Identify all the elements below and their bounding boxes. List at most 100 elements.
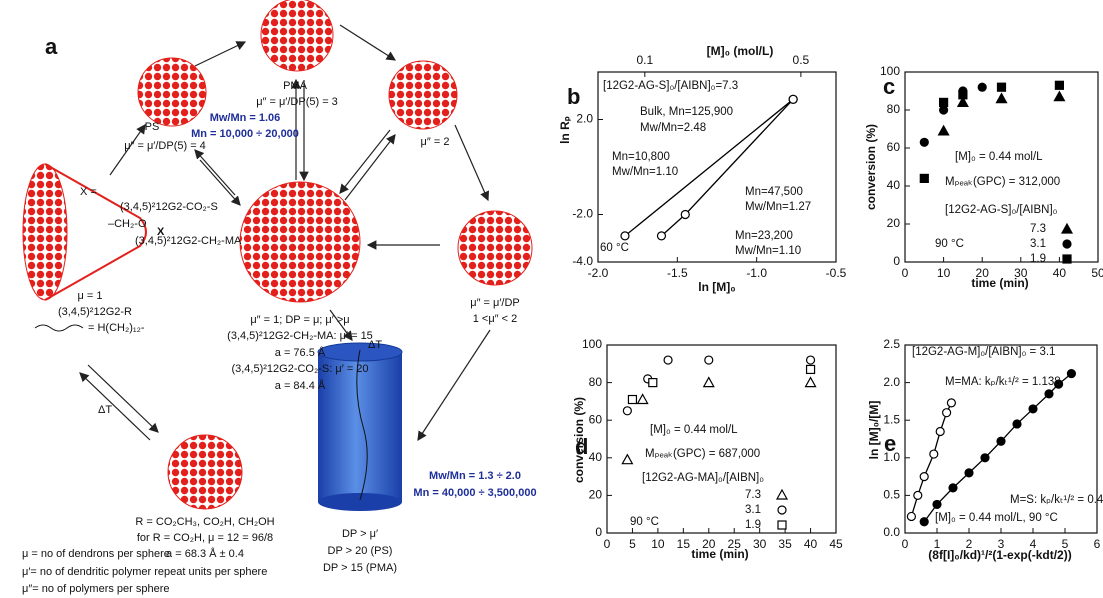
y-tick-label: 0.5 — [883, 488, 900, 502]
panel-label: a — [45, 34, 58, 59]
marker — [1013, 420, 1021, 428]
label: μ″ = 1; DP = μ; μ′ >μ — [250, 314, 349, 326]
annotation: Mw/Mn=1.10 — [612, 166, 678, 178]
y-tick-label: 60 — [887, 140, 901, 154]
y-tick-label: 0.0 — [883, 525, 900, 539]
note: μ′= no of dendritic polymer repeat units… — [22, 566, 267, 578]
label: (3,4,5)²12G2-CO₂-S — [120, 201, 218, 213]
y-tick-label: 100 — [880, 64, 900, 78]
label: –CH₂-O — [108, 218, 147, 230]
panel-a: a PS μ″ = μ′/DP(5) = 4 PMA μ″ = μ′/DP(5)… — [22, 0, 537, 595]
y-axis-title: conversion (%) — [572, 397, 586, 483]
legend-marker — [777, 490, 787, 499]
figure: a PS μ″ = μ′/DP(5) = 4 PMA μ″ = μ′/DP(5)… — [0, 0, 1103, 598]
x-tick-label: 20 — [976, 266, 990, 280]
marker — [920, 473, 928, 481]
marker — [933, 500, 941, 508]
marker — [705, 356, 713, 364]
x-tick-label: 40 — [1053, 266, 1067, 280]
annotation: Mₚₑₐₖ(GPC) = 312,000 — [945, 176, 1060, 188]
marker — [621, 232, 629, 240]
arrow — [345, 135, 395, 200]
label: PMA — [283, 80, 308, 92]
marker — [936, 427, 944, 435]
label: DP > μ′ — [342, 528, 378, 540]
y-tick-label: 0 — [893, 254, 900, 268]
marker — [807, 356, 815, 364]
legend-title: [12G2-AG-MA]₀/[AIBN]₀ — [642, 472, 764, 484]
y-tick-label: 1.0 — [883, 450, 900, 464]
marker — [807, 365, 815, 373]
annotation: Mn=10,800 — [612, 151, 670, 163]
label: Mn = 10,000 ÷ 20,000 — [191, 128, 299, 140]
annotation: Mₚₑₐₖ(GPC) = 687,000 — [645, 448, 760, 460]
label: ΔT — [98, 404, 112, 416]
annotation: M=S: kₚ/kₜ¹/² = 0.408 — [1010, 494, 1103, 506]
y-tick-label: 40 — [887, 178, 901, 192]
x-tick-label: 4 — [1030, 537, 1037, 551]
annotation: Bulk, Mn=125,900 — [640, 106, 733, 118]
arrow — [455, 125, 488, 200]
marker — [657, 232, 665, 240]
x-tick-label: 10 — [651, 537, 665, 551]
marker — [959, 91, 967, 99]
label: a = 76.5 Å — [275, 346, 326, 359]
y-axis-title: ln [M]₀/[M] — [867, 401, 881, 460]
y-tick-label: 60 — [589, 412, 603, 426]
x2-tick-label: 0.5 — [793, 53, 810, 67]
legend-label: 7.3 — [745, 489, 761, 501]
annotation: [M]₀ = 0.44 mol/L — [650, 424, 738, 436]
x-tick-label: 40 — [804, 537, 818, 551]
arrow — [200, 160, 240, 205]
marker — [998, 83, 1006, 91]
marker — [789, 95, 797, 103]
arrow — [195, 42, 245, 66]
x-tick-label: 0 — [902, 266, 909, 280]
note: μ″= no of polymers per sphere — [22, 583, 170, 595]
legend-marker — [778, 521, 786, 529]
x-tick-label: 25 — [728, 537, 742, 551]
marker — [997, 94, 1007, 103]
y-axis-title: ln Rₚ — [558, 116, 572, 144]
legend-marker — [1062, 224, 1072, 233]
y-axis-title: conversion (%) — [864, 124, 878, 210]
marker — [1054, 92, 1064, 101]
label: X = — [80, 186, 97, 198]
annotation: Mn=23,200 — [735, 230, 793, 242]
marker — [965, 469, 973, 477]
annotation: 90 °C — [630, 516, 659, 528]
x-tick-label: -0.5 — [826, 266, 847, 280]
x-tick-label: 30 — [753, 537, 767, 551]
annotation: Mw/Mn=1.27 — [745, 201, 811, 213]
label: 1 <μ″ < 2 — [473, 313, 517, 325]
label: a = 84.4 Å — [275, 379, 326, 392]
marker — [1029, 405, 1037, 413]
plot-frame — [607, 345, 836, 533]
label: Mw/Mn = 1.3 ÷ 2.0 — [429, 470, 521, 482]
marker — [628, 396, 636, 404]
label: = H(CH₂)₁₂- — [88, 322, 145, 334]
x-tick-label: 15 — [677, 537, 691, 551]
sphere — [240, 182, 360, 302]
sphere — [138, 58, 206, 126]
panel-label: b — [567, 84, 580, 109]
marker — [664, 356, 672, 364]
note: μ = no of dendrons per sphere — [22, 548, 170, 560]
annotation: [12G2-AG-S]₀/[AIBN]₀=7.3 — [603, 80, 738, 92]
sphere — [389, 61, 457, 129]
marker — [930, 450, 938, 458]
y-tick-label: 40 — [589, 450, 603, 464]
y-tick-label: 20 — [887, 216, 901, 230]
label: for R = CO₂H, μ = 12 = 96/8 — [137, 532, 273, 544]
annotation: 60 °C — [600, 242, 629, 254]
legend-label: 3.1 — [1030, 238, 1046, 250]
label: DP > 20 (PS) — [328, 545, 393, 557]
label: DP > 15 (PMA) — [323, 562, 397, 574]
y-tick-label: 0 — [595, 525, 602, 539]
label: μ″ = μ′/DP(5) = 3 — [256, 96, 338, 108]
marker — [943, 409, 951, 417]
x2-tick-label: 0.1 — [636, 53, 653, 67]
arrow — [80, 373, 150, 440]
x-tick-label: -1.5 — [667, 266, 688, 280]
marker — [681, 211, 689, 219]
